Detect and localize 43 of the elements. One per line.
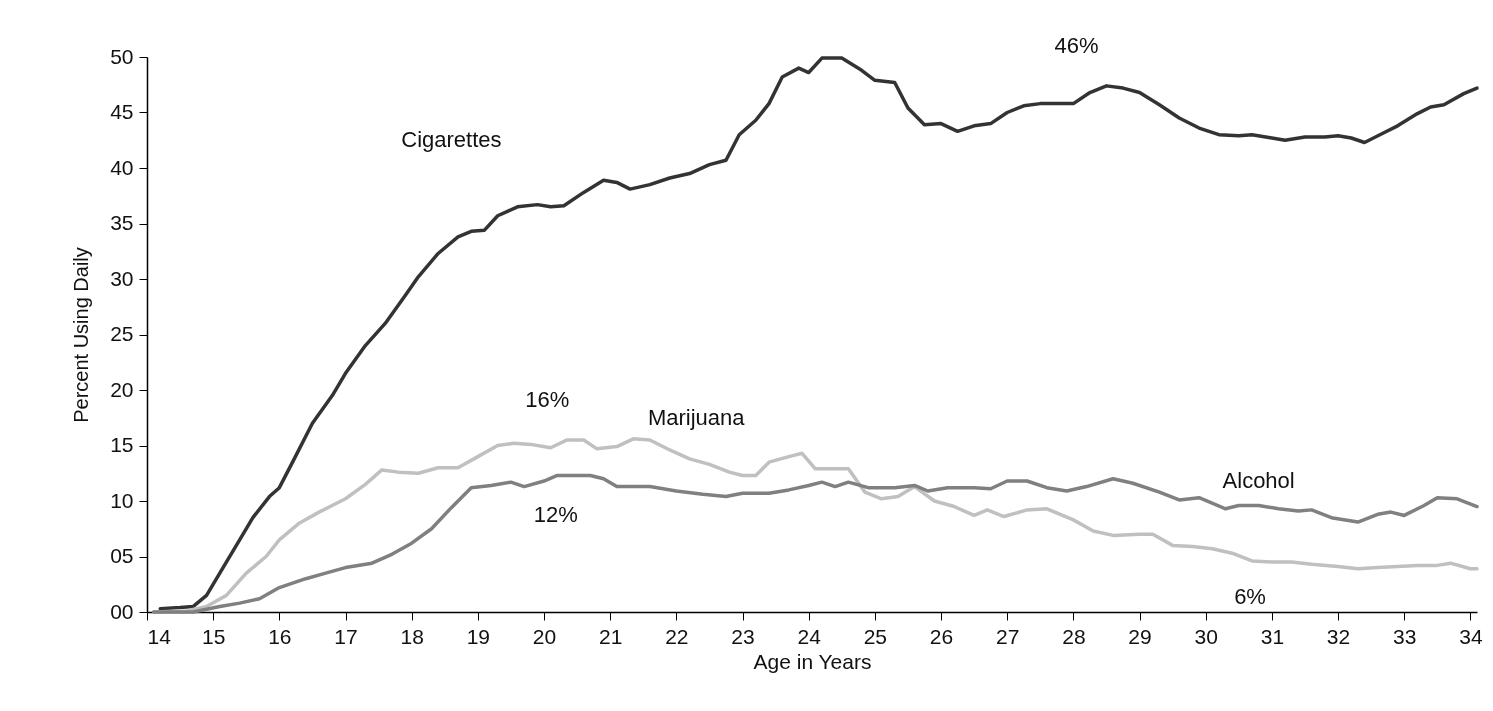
y-tick-label: 45	[110, 100, 134, 123]
y-axis-title: Percent Using Daily	[70, 247, 93, 423]
y-tick-label: 15	[110, 433, 134, 456]
x-tick-label: 27	[996, 624, 1020, 648]
x-tick-label: 15	[201, 624, 226, 648]
x-tick-label: 20	[532, 624, 557, 648]
x-tick-label: 19	[466, 624, 491, 648]
x-tick-label: 25	[863, 624, 888, 648]
x-tick-label: 31	[1260, 624, 1285, 648]
x-tick-label: 26	[929, 624, 954, 648]
y-tick-label: 40	[110, 155, 134, 179]
series-label: Marijuana	[647, 404, 746, 430]
y-tick-label: 00	[110, 599, 134, 623]
y-tick-label: 25	[110, 322, 134, 345]
x-tick-label: 28	[1062, 624, 1086, 648]
annotation: 16%	[525, 386, 570, 412]
x-tick-label: 17	[334, 624, 358, 648]
x-tick-label: 16	[268, 624, 292, 648]
line-series	[151, 473, 1479, 614]
x-tick-label: 30	[1194, 624, 1218, 648]
x-tick-label: 24	[797, 624, 822, 648]
x-tick-label: 29	[1128, 624, 1152, 648]
series-label: Alcohol	[1222, 468, 1295, 494]
x-tick-label: 34	[1459, 624, 1483, 648]
y-tick-label: 05	[110, 544, 134, 567]
line-series	[158, 56, 1479, 611]
x-tick-label: 23	[731, 624, 755, 648]
x-tick-label: 33	[1393, 624, 1417, 648]
y-tick-label: 10	[110, 488, 134, 512]
x-tick-label: 32	[1326, 624, 1351, 648]
y-tick-label: 20	[110, 377, 134, 401]
annotation: 6%	[1234, 583, 1266, 609]
y-tick-label: 50	[110, 44, 134, 68]
y-tick-label: 35	[110, 211, 134, 234]
annotation: 12%	[533, 502, 578, 528]
x-axis-title: Age in Years	[753, 649, 872, 673]
x-tick-label: 21	[599, 624, 623, 648]
x-tick-label: 14	[147, 624, 172, 648]
annotation: 46%	[1054, 32, 1099, 58]
x-tick-label: 22	[665, 624, 689, 648]
y-tick-label: 30	[110, 266, 134, 290]
x-tick-label: 18	[400, 624, 424, 648]
text: Cigarettes	[401, 127, 502, 153]
